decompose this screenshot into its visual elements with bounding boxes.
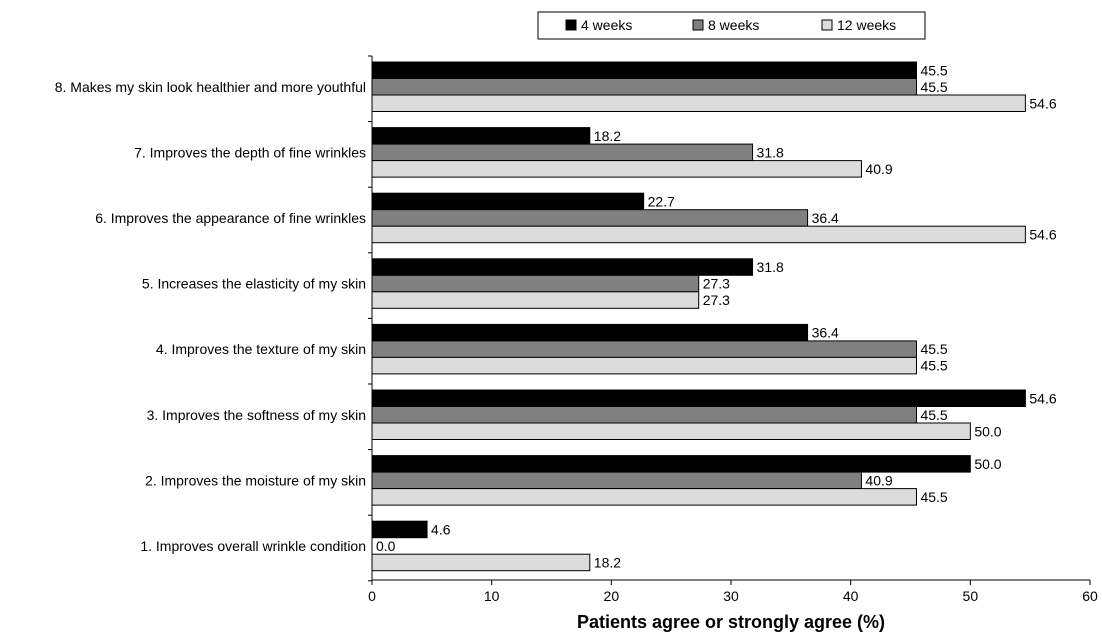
legend: 4 weeks 8 weeks 12 weeks — [537, 11, 926, 40]
category-label: 1. Improves overall wrinkle condition — [140, 538, 366, 554]
bar — [371, 291, 700, 309]
legend-swatch — [565, 19, 577, 31]
bars — [371, 61, 1026, 572]
bar — [371, 520, 428, 539]
category-label: 6. Improves the appearance of fine wrink… — [95, 210, 366, 226]
bar — [371, 488, 917, 506]
data-label: 45.5 — [920, 489, 947, 505]
data-label: 50.0 — [974, 456, 1001, 472]
bar — [371, 406, 917, 424]
bar — [371, 94, 1026, 112]
x-tick-label: 20 — [604, 588, 620, 604]
category-label: 3. Improves the softness of my skin — [147, 407, 366, 423]
legend-box — [537, 11, 926, 40]
legend-label: 4 weeks — [581, 17, 632, 33]
data-label: 36.4 — [812, 325, 839, 341]
legend-label: 8 weeks — [708, 17, 759, 33]
data-label: 4.6 — [431, 521, 451, 537]
x-tick-label: 10 — [484, 588, 500, 604]
data-label: 45.5 — [920, 341, 947, 357]
data-label: 45.5 — [920, 79, 947, 95]
bar — [371, 340, 917, 358]
bar — [371, 78, 917, 96]
data-label: 54.6 — [1029, 226, 1056, 242]
data-label: 31.8 — [757, 259, 784, 275]
x-tick-label: 0 — [368, 588, 376, 604]
category-label: 5. Increases the elasticity of my skin — [142, 276, 366, 292]
x-tick-label: 40 — [843, 588, 859, 604]
data-label: 31.8 — [757, 144, 784, 160]
category-label: 7. Improves the depth of fine wrinkles — [134, 144, 366, 160]
data-label: 18.2 — [594, 554, 621, 570]
x-tick-label: 30 — [723, 588, 739, 604]
data-label: 27.3 — [703, 292, 730, 308]
data-label: 40.9 — [865, 472, 892, 488]
legend-swatch — [821, 19, 833, 31]
bar — [371, 356, 917, 375]
data-label: 36.4 — [812, 210, 839, 226]
category-labels: 8. Makes my skin look healthier and more… — [55, 79, 366, 554]
bar — [371, 160, 862, 178]
data-label: 54.6 — [1029, 95, 1056, 111]
data-label: 18.2 — [594, 128, 621, 144]
bar — [371, 209, 809, 227]
bar — [371, 323, 809, 342]
data-label: 0.0 — [376, 538, 396, 554]
data-label: 45.5 — [920, 407, 947, 423]
bar — [371, 192, 645, 211]
bar — [371, 61, 917, 79]
data-label: 54.6 — [1029, 390, 1056, 406]
bar — [371, 422, 971, 440]
bar — [371, 274, 700, 293]
bar — [371, 389, 1026, 407]
data-label: 45.5 — [920, 358, 947, 374]
bar — [371, 143, 754, 162]
bar — [371, 127, 591, 145]
value-labels: 45.545.554.618.231.840.922.736.454.631.8… — [376, 62, 1057, 570]
data-label: 40.9 — [865, 161, 892, 177]
bar — [371, 553, 591, 572]
category-label: 4. Improves the texture of my skin — [156, 341, 366, 357]
bar — [371, 455, 971, 473]
legend-swatch — [692, 19, 704, 31]
bar — [371, 258, 754, 276]
data-label: 27.3 — [703, 276, 730, 292]
data-label: 45.5 — [920, 62, 947, 78]
data-label: 50.0 — [974, 423, 1001, 439]
category-label: 8. Makes my skin look healthier and more… — [55, 79, 366, 95]
legend-label: 12 weeks — [837, 17, 896, 33]
x-tick-label: 60 — [1082, 588, 1098, 604]
category-label: 2. Improves the moisture of my skin — [145, 472, 366, 488]
bar — [371, 225, 1026, 244]
axes: 0 10 20 30 40 50 60 — [368, 55, 1098, 604]
x-axis-title: Patients agree or strongly agree (%) — [577, 612, 885, 632]
data-label: 22.7 — [648, 193, 675, 209]
bar — [371, 471, 862, 490]
x-tick-label: 50 — [963, 588, 979, 604]
